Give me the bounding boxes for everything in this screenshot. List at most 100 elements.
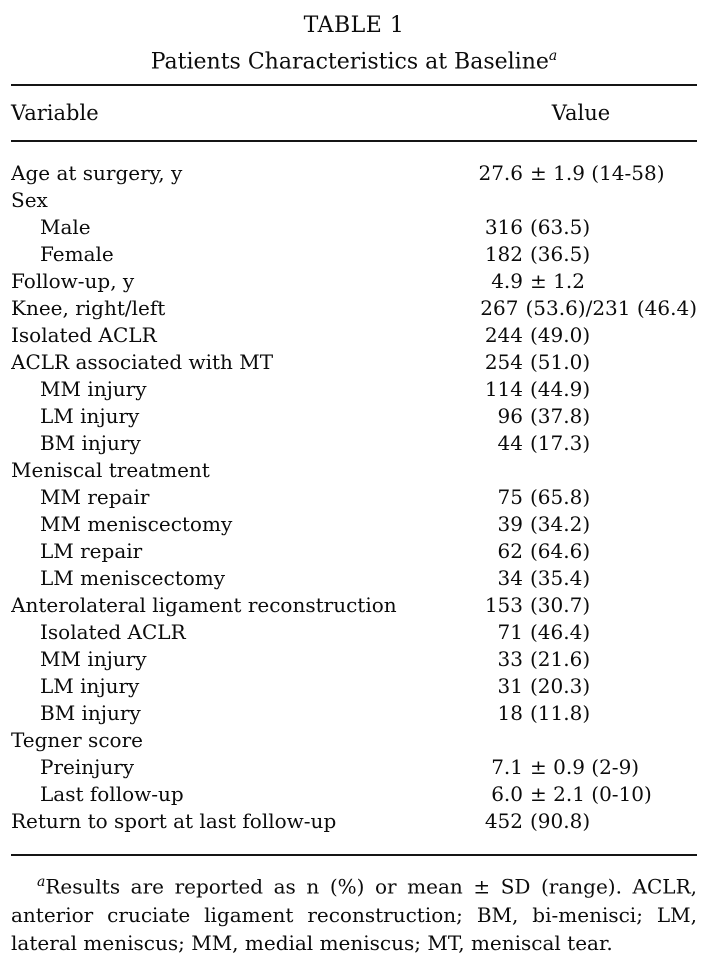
table-row: Follow-up, y 4.9 ± 1.2	[11, 268, 697, 295]
table-row: LM repair 62 (64.6)	[11, 538, 697, 565]
row-label: MM repair	[40, 485, 150, 509]
row-value-num: 39	[497, 512, 523, 536]
row-label: Isolated ACLR	[40, 620, 186, 644]
row-value	[465, 187, 697, 214]
row-value: 62 (64.6)	[465, 538, 697, 565]
table-footnote: aResults are reported as n (%) or mean ±…	[11, 856, 697, 957]
row-value-num: 4.9	[491, 269, 523, 293]
row-value-rest: ± 0.9 (2-9)	[530, 755, 640, 779]
table-row: ACLR associated with MT 254 (51.0)	[11, 349, 697, 376]
row-label: BM injury	[40, 701, 141, 725]
row-value-rest: (44.9)	[530, 377, 591, 401]
table-row: Tegner score	[11, 727, 697, 754]
table-subtitle: Patients Characteristics at Baselinea	[11, 41, 697, 77]
table-subtitle-text: Patients Characteristics at Baseline	[150, 49, 549, 75]
row-label: LM repair	[40, 539, 143, 563]
row-value-rest: (17.3)	[530, 431, 591, 455]
row-label: Isolated ACLR	[11, 323, 157, 347]
row-value: 33 (21.6)	[465, 646, 697, 673]
row-value-num: 114	[484, 377, 523, 401]
table-row: Anterolateral ligament reconstruction 15…	[11, 592, 697, 619]
row-value-num: 254	[484, 350, 523, 374]
table-row: Last follow-up 6.0 ± 2.1 (0-10)	[11, 781, 697, 808]
row-value: 182 (36.5)	[465, 241, 697, 268]
row-value-rest: ± 1.2	[530, 269, 585, 293]
table-number-title: TABLE 1	[303, 13, 405, 38]
row-value-rest: (36.5)	[530, 242, 591, 266]
row-value: 34 (35.4)	[465, 565, 697, 592]
row-value-num: 96	[497, 404, 523, 428]
column-header-value: Value	[551, 101, 611, 125]
row-value-rest: (11.8)	[530, 701, 591, 725]
row-value: 44 (17.3)	[465, 430, 697, 457]
row-value-num: 244	[484, 323, 523, 347]
row-label: Last follow-up	[40, 782, 184, 806]
row-value-rest: (51.0)	[530, 350, 591, 374]
row-label: Sex	[11, 188, 48, 212]
row-value: 75 (65.8)	[465, 484, 697, 511]
row-label: Knee, right/left	[11, 296, 166, 320]
table-row: Sex	[11, 187, 697, 214]
footnote-line: anterior cruciate ligament reconstructio…	[11, 902, 697, 927]
row-value	[465, 457, 697, 484]
row-value: 254 (51.0)	[465, 349, 697, 376]
row-value-rest: ± 1.9 (14-58)	[530, 161, 665, 185]
row-value-rest: (65.8)	[530, 485, 591, 509]
table-row: Isolated ACLR 244 (49.0)	[11, 322, 697, 349]
row-value-rest: (53.6)/231 (46.4)	[525, 296, 697, 320]
row-value: 244 (49.0)	[465, 322, 697, 349]
row-value-num: 7.1	[491, 755, 523, 779]
row-label: LM injury	[40, 404, 140, 428]
top-rule	[11, 84, 697, 86]
table-row: Male 316 (63.5)	[11, 214, 697, 241]
row-value-num: 27.6	[478, 161, 523, 185]
table-title-block: TABLE 1 Patients Characteristics at Base…	[11, 0, 697, 84]
column-header-variable: Variable	[11, 101, 99, 125]
row-value: 39 (34.2)	[465, 511, 697, 538]
row-value-rest: (35.4)	[530, 566, 591, 590]
row-value: 96 (37.8)	[465, 403, 697, 430]
row-value-rest: (37.8)	[530, 404, 591, 428]
row-value-num: 316	[484, 215, 523, 239]
table-rows: Age at surgery, y 27.6 ± 1.9 (14-58) Sex …	[11, 142, 697, 854]
table-row: BM injury 44 (17.3)	[11, 430, 697, 457]
row-value: 6.0 ± 2.1 (0-10)	[465, 781, 697, 808]
table-row: LM injury 31 (20.3)	[11, 673, 697, 700]
row-value: 31 (20.3)	[465, 673, 697, 700]
row-value-num: 452	[484, 809, 523, 833]
table-row: MM meniscectomy 39 (34.2)	[11, 511, 697, 538]
row-value: 27.6 ± 1.9 (14-58)	[465, 160, 697, 187]
row-value: 452 (90.8)	[465, 808, 697, 835]
row-value-num: 267	[480, 296, 519, 320]
table-row: MM injury 33 (21.6)	[11, 646, 697, 673]
bottom-rule	[11, 854, 697, 856]
table-row: LM injury 96 (37.8)	[11, 403, 697, 430]
table-row: Age at surgery, y 27.6 ± 1.9 (14-58)	[11, 160, 697, 187]
row-label: LM injury	[40, 674, 140, 698]
row-label: MM injury	[40, 377, 147, 401]
row-value-num: 71	[497, 620, 523, 644]
table-row: Preinjury 7.1 ± 0.9 (2-9)	[11, 754, 697, 781]
row-value-num: 18	[497, 701, 523, 725]
table-subtitle-footnote-marker: a	[548, 48, 558, 64]
row-value: 18 (11.8)	[465, 700, 697, 727]
table-row: MM injury 114 (44.9)	[11, 376, 697, 403]
row-value-num: 31	[497, 674, 523, 698]
row-value-rest: ± 2.1 (0-10)	[530, 782, 652, 806]
row-label: LM meniscectomy	[40, 566, 226, 590]
row-value: 267 (53.6)/231 (46.4)	[460, 295, 697, 322]
row-value: 114 (44.9)	[465, 376, 697, 403]
row-value-rest: (49.0)	[530, 323, 591, 347]
row-label: Preinjury	[40, 755, 135, 779]
row-value-rest: (34.2)	[530, 512, 591, 536]
row-label: Age at surgery, y	[11, 161, 183, 185]
row-value-rest: (20.3)	[530, 674, 591, 698]
row-label: Male	[40, 215, 91, 239]
table-row: Knee, right/left 267 (53.6)/231 (46.4)	[11, 295, 697, 322]
row-label: Return to sport at last follow-up	[11, 809, 337, 833]
header-rule	[11, 140, 697, 142]
row-value-rest: (64.6)	[530, 539, 591, 563]
row-label: ACLR associated with MT	[11, 350, 274, 374]
row-label: Female	[40, 242, 114, 266]
table-row: BM injury 18 (11.8)	[11, 700, 697, 727]
